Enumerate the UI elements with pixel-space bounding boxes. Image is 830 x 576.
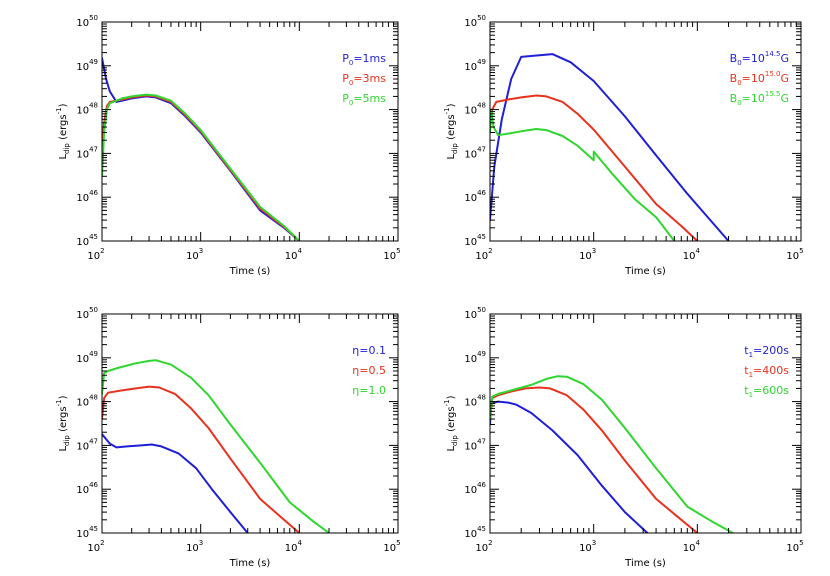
series-line-2 xyxy=(102,94,301,241)
x-tick-label: 105 xyxy=(786,247,803,262)
x-tick-label: 105 xyxy=(383,539,400,554)
y-tick-label: 1048 xyxy=(464,102,486,117)
series-line-2 xyxy=(490,386,699,533)
series-line-2 xyxy=(102,385,301,533)
y-tick-label: 1046 xyxy=(464,481,486,496)
series-line-1 xyxy=(490,53,730,241)
legend-entry-3: P0=5ms xyxy=(342,92,386,107)
series-line-3 xyxy=(490,108,676,241)
y-tick-label: 1049 xyxy=(464,350,486,365)
y-tick-label: 1046 xyxy=(76,189,98,204)
x-tick-label: 103 xyxy=(579,539,596,554)
legend-entry-2: η=0.5 xyxy=(352,364,386,377)
series-line-2 xyxy=(490,94,699,241)
series-line-3 xyxy=(102,93,301,241)
y-tick-label: 1050 xyxy=(76,14,98,29)
x-tick-label: 102 xyxy=(87,247,104,262)
chart-panel-2: 102 103 104 105 1045 1046 1047 1048 1049 1050 Time… xyxy=(443,14,804,277)
y-tick-label: 1050 xyxy=(464,14,486,29)
x-axis-label: Time (s) xyxy=(624,266,666,277)
chart-panel-1: 102 103 104 105 1045 1046 1047 1048 1049 1050 Time… xyxy=(55,14,401,277)
y-tick-label: 1046 xyxy=(464,189,486,204)
plot-frame xyxy=(101,21,399,242)
series-line-1 xyxy=(490,400,649,533)
series-line-3 xyxy=(102,359,330,533)
x-tick-label: 104 xyxy=(683,247,701,262)
y-tick-label: 1049 xyxy=(76,350,98,365)
x-tick-label: 102 xyxy=(475,247,492,262)
chart-panel-4: 102 103 104 105 1045 1046 1047 1048 1049 1050 Time… xyxy=(443,306,804,569)
legend-entry-1: P0=1ms xyxy=(342,52,386,67)
y-tick-label: 1050 xyxy=(76,306,98,321)
legend-entry-2: t1=400s xyxy=(744,364,789,379)
y-tick-label: 1045 xyxy=(76,525,98,540)
series-line-3 xyxy=(490,375,734,533)
y-tick-label: 1047 xyxy=(464,145,486,160)
x-tick-label: 102 xyxy=(475,539,492,554)
plot-frame xyxy=(489,21,802,242)
y-axis-label: Ldip (ergs-1) xyxy=(443,395,459,451)
x-tick-label: 105 xyxy=(786,539,803,554)
plot-frame xyxy=(489,313,802,534)
legend-entry-1: t1=200s xyxy=(744,344,789,359)
y-tick-label: 1047 xyxy=(464,437,486,452)
y-tick-label: 1047 xyxy=(76,437,98,452)
y-tick-label: 1048 xyxy=(76,394,98,409)
chart-panel-3: 102 103 104 105 1045 1046 1047 1048 1049 1050 Time… xyxy=(55,306,401,569)
y-tick-label: 1048 xyxy=(76,102,98,117)
y-axis-label: Ldip (ergs-1) xyxy=(55,395,71,451)
x-tick-label: 103 xyxy=(186,247,203,262)
y-axis-label: Ldip (ergs-1) xyxy=(443,103,459,159)
y-tick-label: 1050 xyxy=(464,306,486,321)
series-line-1 xyxy=(102,433,249,533)
x-tick-label: 103 xyxy=(579,247,596,262)
y-tick-label: 1045 xyxy=(464,233,486,248)
legend-entry-3: B0=1015.5G xyxy=(730,90,789,107)
x-tick-label: 104 xyxy=(285,247,303,262)
y-tick-label: 1048 xyxy=(464,394,486,409)
legend-entry-3: t1=600s xyxy=(744,384,789,399)
x-tick-label: 102 xyxy=(87,539,104,554)
x-tick-label: 104 xyxy=(285,539,303,554)
y-tick-label: 1046 xyxy=(76,481,98,496)
y-tick-label: 1049 xyxy=(76,58,98,73)
x-axis-label: Time (s) xyxy=(624,558,666,569)
y-axis-label: Ldip (ergs-1) xyxy=(55,103,71,159)
x-axis-label: Time (s) xyxy=(229,266,271,277)
y-tick-label: 1047 xyxy=(76,145,98,160)
x-tick-label: 104 xyxy=(683,539,701,554)
y-tick-label: 1045 xyxy=(464,525,486,540)
y-tick-label: 1045 xyxy=(76,233,98,248)
x-tick-label: 105 xyxy=(383,247,400,262)
legend-entry-1: B0=1014.5G xyxy=(730,50,789,67)
x-axis-label: Time (s) xyxy=(229,558,271,569)
y-tick-label: 1049 xyxy=(464,58,486,73)
plot-frame xyxy=(101,313,399,534)
legend-entry-2: P0=3ms xyxy=(342,72,386,87)
legend-entry-3: η=1.0 xyxy=(352,384,386,397)
legend-entry-1: η=0.1 xyxy=(352,344,386,357)
legend-entry-2: B0=1015.0G xyxy=(730,70,789,87)
x-tick-label: 103 xyxy=(186,539,203,554)
